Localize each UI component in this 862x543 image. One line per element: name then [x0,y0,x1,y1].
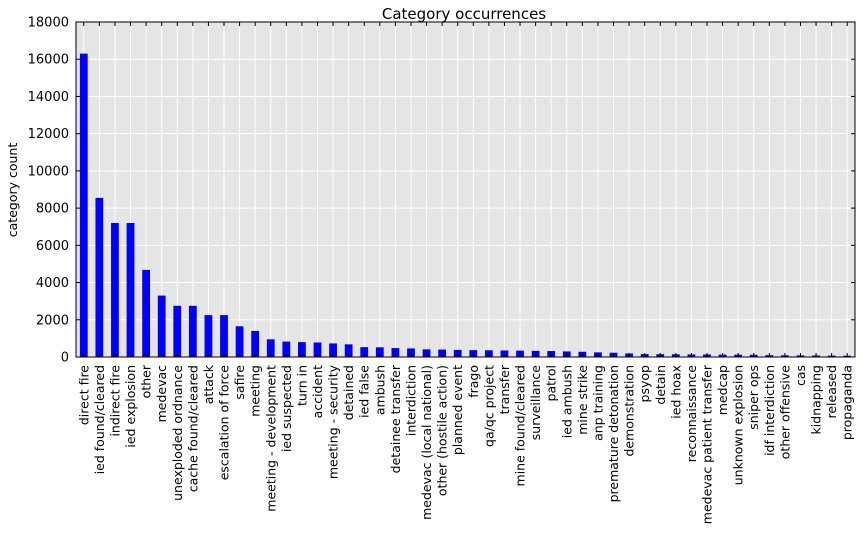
y-axis-label: category count [5,143,20,238]
x-tick-label: released [824,365,839,419]
x-tick-label: other [139,364,154,398]
y-tick-label: 6000 [36,239,69,254]
x-tick-label: ied suspected [279,365,294,452]
x-tick-label: attack [201,364,216,404]
x-tick-label: meeting [248,365,263,417]
x-tick-label: unknown explosion [731,365,746,485]
y-tick-label: 18000 [28,16,69,31]
bar [282,341,291,357]
x-tick-label: surveillance [528,365,543,441]
bar [204,315,213,357]
x-tick-label: unexploded ordnance [170,365,185,501]
x-tick-label: ied hoax [668,365,683,419]
x-tick-label: medevac [154,365,169,423]
x-tick-label: other offensive [777,365,792,460]
x-tick-label: cache found/cleared [185,365,200,492]
bar [313,342,322,357]
bar [79,53,88,358]
bar [360,347,369,357]
x-tick-label: direct fire [76,365,91,425]
x-tick-label: indirect fire [107,365,122,437]
x-tick-label: patrol [544,365,559,401]
x-axis: direct fire ied found/cleared indirect fir… [76,22,855,524]
x-tick-label: ied found/cleared [92,365,107,474]
y-tick-label: 0 [61,351,69,366]
bar [266,339,275,357]
x-tick-label: sniper ops [746,365,761,430]
x-tick-label: ied explosion [123,365,138,448]
x-tick-label: ied ambush [559,365,574,438]
bar [407,348,415,357]
x-tick-label: safire [232,365,247,400]
x-tick-label: ambush [372,365,387,415]
bar [251,330,260,357]
x-tick-label: medevac patient transfer [699,364,714,524]
x-tick-label: demonstration [622,365,637,457]
bar [298,342,306,357]
x-tick-label: planned event [450,365,465,455]
x-tick-label: detain [653,365,668,405]
y-tick-label: 2000 [36,313,69,328]
x-tick-label: other (hostile action) [435,365,450,496]
y-tick-label: 16000 [28,53,69,68]
bar [173,305,182,357]
bar [220,315,228,357]
y-tick-label: 4000 [36,276,69,291]
y-tick-label: 12000 [28,127,69,142]
x-tick-label: medcap [715,365,730,415]
chart-title: Category occurrences [382,5,546,23]
x-tick-label: anp training [590,365,605,441]
x-tick-label: meeting - security [326,364,341,479]
x-tick-label: interdiction [403,365,418,436]
y-tick-label: 14000 [28,90,69,105]
y-tick-label: 8000 [36,202,69,217]
bar [391,348,400,357]
bar [126,223,135,357]
x-tick-label: psyop [637,365,652,402]
x-tick-label: turn in [294,365,309,406]
bar [111,223,119,357]
x-tick-label: mine found/cleared [513,365,528,486]
bar [188,305,197,357]
x-tick-label: meeting - development [263,365,278,512]
x-tick-label: transfer [497,364,512,414]
y-axis: 0 2000 4000 6000 8000 10000 12000 14000 16000 180… [28,16,855,366]
bar [329,343,337,357]
bar [95,197,104,357]
y-tick-label: 10000 [28,164,69,179]
x-tick-label: cas [793,365,808,386]
x-tick-label: idf interdiction [762,365,777,456]
bar [142,269,151,357]
bar [235,326,244,357]
plot-area [76,22,855,357]
x-tick-label: medevac (local national) [419,365,434,520]
x-tick-label: premature detonation [606,365,621,502]
x-tick-label: mine strike [575,365,590,435]
x-tick-label: qa/qc project [481,365,496,447]
x-tick-label: kidnapping [809,365,824,434]
plot-frame [75,21,856,358]
x-tick-label: accident [310,365,325,418]
x-tick-label: detained [341,365,356,420]
x-tick-label: frago [466,365,481,398]
x-tick-label: reconnaissance [684,365,699,463]
x-tick-label: propaganda [840,365,855,440]
x-tick-label: ied false [357,365,372,418]
bar [344,344,353,357]
bar [375,347,384,357]
x-tick-label: detainee transfer [388,364,403,473]
x-tick-label: escalation of force [217,365,232,481]
bar [157,295,166,357]
